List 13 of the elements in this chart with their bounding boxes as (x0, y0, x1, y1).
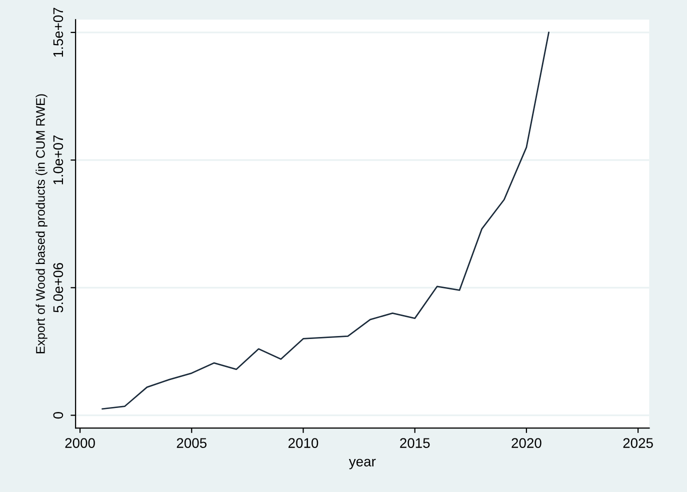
y-tick-label: 1.0e+07 (53, 135, 64, 184)
x-tick-label: 2005 (176, 438, 207, 448)
y-tick-label: 0 (53, 412, 64, 419)
x-tick-label: 2020 (512, 438, 542, 448)
x-tick-label: 2015 (400, 438, 430, 448)
x-tick-label: 2010 (288, 438, 318, 448)
line-series (102, 32, 550, 410)
x-tick-label: 2025 (623, 438, 653, 448)
y-tick-label: 1.5e+07 (53, 8, 64, 57)
y-tick-label: 5.0e+06 (53, 262, 64, 312)
x-axis-title: year (348, 458, 376, 470)
y-axis-title: Export of Wood based products (in CUM RWE) (36, 94, 48, 354)
x-tick-label: 2000 (65, 438, 95, 448)
